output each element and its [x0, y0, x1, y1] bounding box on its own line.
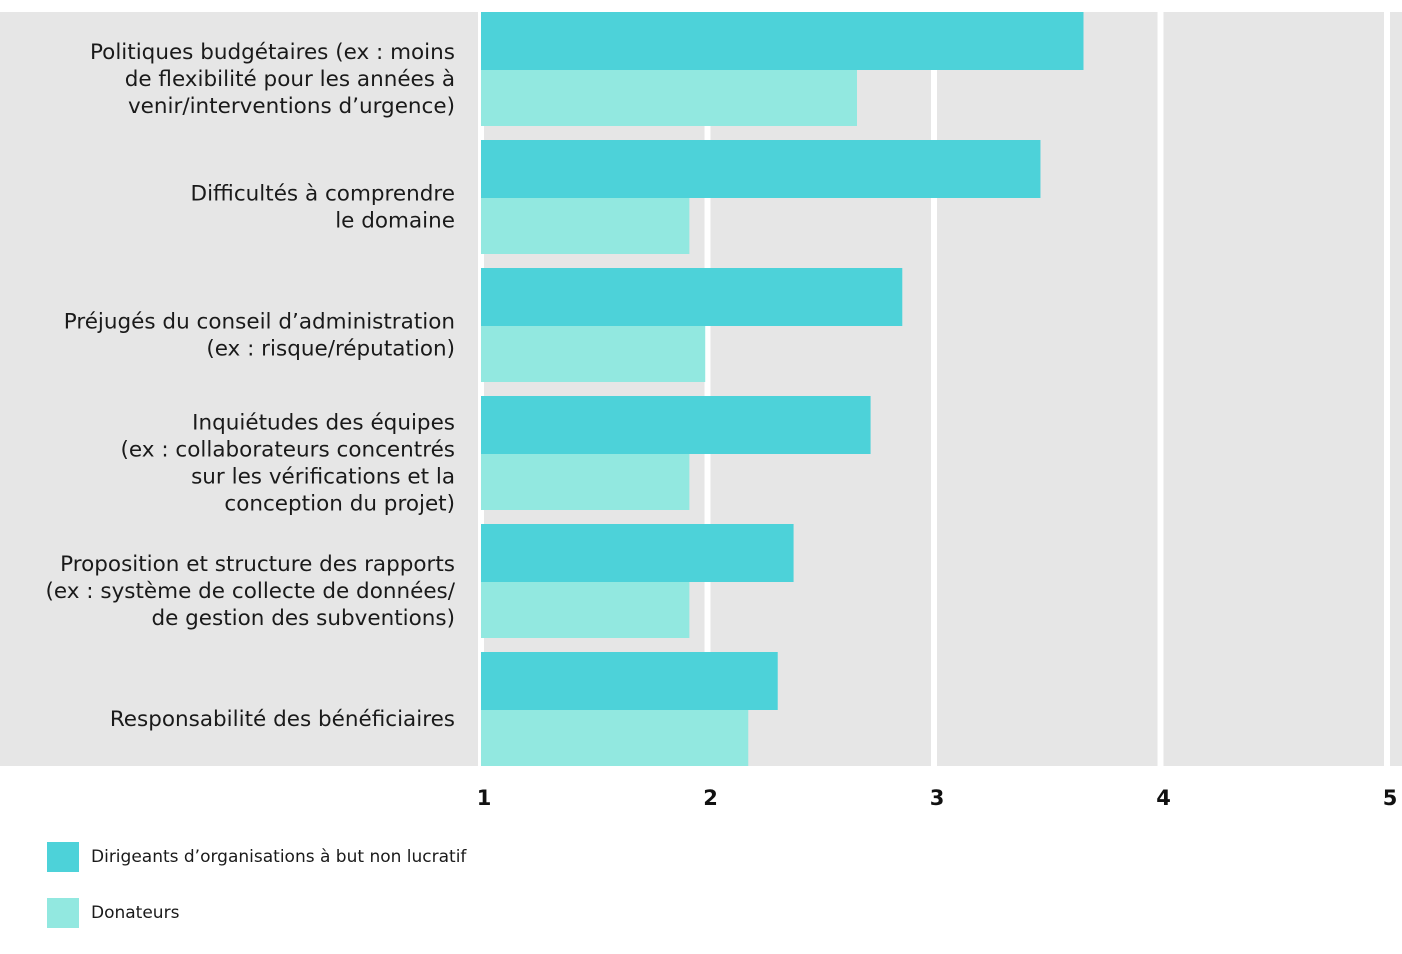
legend-label-series-2: Donateurs — [91, 903, 180, 923]
x-axis-tick-labels: 1 2 3 4 5 — [477, 786, 1398, 810]
gridline-2 — [704, 12, 711, 766]
category-label-5: Proposition et structure des rapports (ex… — [46, 552, 456, 631]
plot-background — [0, 12, 1402, 766]
bar-donateurs-1 — [481, 70, 857, 126]
category-label-line: Préjugés du conseil d’administration — [64, 310, 455, 335]
x-tick-label-5: 5 — [1383, 786, 1398, 810]
category-label-line: sur les vérifications et la — [191, 465, 455, 490]
gridline-4 — [1157, 12, 1164, 766]
bar-donateurs-5 — [481, 582, 690, 638]
category-labels: Politiques budgétaires (ex : moins de fle… — [46, 40, 456, 732]
bar-dirigeants-6 — [481, 652, 778, 710]
category-label-line: Difficultés à comprendre — [191, 182, 455, 207]
category-label-line: conception du projet) — [224, 492, 455, 517]
x-tick-label-4: 4 — [1156, 786, 1171, 810]
gridline-1 — [478, 12, 484, 766]
bars — [481, 12, 1084, 766]
x-tick-label-2: 2 — [703, 786, 718, 810]
legend-swatch-series-1 — [47, 842, 79, 872]
category-label-line: (ex : risque/réputation) — [206, 337, 455, 362]
bar-dirigeants-4 — [481, 396, 871, 454]
category-label-line: Politiques budgétaires (ex : moins — [90, 40, 455, 65]
category-label-line: Responsabilité des bénéficiaires — [110, 707, 455, 732]
bar-dirigeants-2 — [481, 140, 1041, 198]
legend-item-series-1: Dirigeants d’organisations à but non luc… — [47, 842, 466, 872]
gridlines — [478, 12, 1390, 766]
bar-chart: Politiques budgétaires (ex : moins de fle… — [0, 12, 1402, 810]
bar-dirigeants-3 — [481, 268, 903, 326]
category-label-4: Inquiétudes des équipes (ex : collaborate… — [121, 411, 455, 517]
x-tick-label-1: 1 — [477, 786, 492, 810]
category-label-line: de gestion des subventions) — [151, 606, 455, 631]
category-label-2: Difficultés à comprendre le domaine — [191, 182, 455, 234]
legend-swatch-series-2 — [47, 898, 79, 928]
bar-dirigeants-5 — [481, 524, 794, 582]
legend-label-series-1: Dirigeants d’organisations à but non luc… — [91, 847, 467, 867]
bar-donateurs-4 — [481, 454, 690, 510]
category-label-line: Inquiétudes des équipes — [192, 411, 455, 436]
x-tick-label-3: 3 — [930, 786, 945, 810]
category-label-line: de flexibilité pour les années à — [125, 67, 455, 92]
bar-donateurs-6 — [481, 710, 749, 766]
bar-dirigeants-1 — [481, 12, 1084, 70]
category-label-line: venir/interventions d’urgence) — [128, 94, 455, 119]
gridline-3 — [931, 12, 937, 766]
category-label-3: Préjugés du conseil d’administration (ex … — [64, 310, 455, 362]
category-label-6: Responsabilité des bénéficiaires — [110, 707, 455, 732]
legend: Dirigeants d’organisations à but non luc… — [47, 842, 466, 954]
category-label-line: (ex : système de collecte de données/ — [46, 579, 456, 604]
category-label-line: le domaine — [335, 209, 455, 234]
legend-item-series-2: Donateurs — [47, 898, 466, 928]
gridline-5 — [1384, 12, 1390, 766]
bar-donateurs-2 — [481, 198, 690, 254]
bar-donateurs-3 — [481, 326, 706, 382]
category-label-line: Proposition et structure des rapports — [60, 552, 455, 577]
category-label-1: Politiques budgétaires (ex : moins de fle… — [90, 40, 455, 119]
category-label-line: (ex : collaborateurs concentrés — [121, 438, 455, 463]
